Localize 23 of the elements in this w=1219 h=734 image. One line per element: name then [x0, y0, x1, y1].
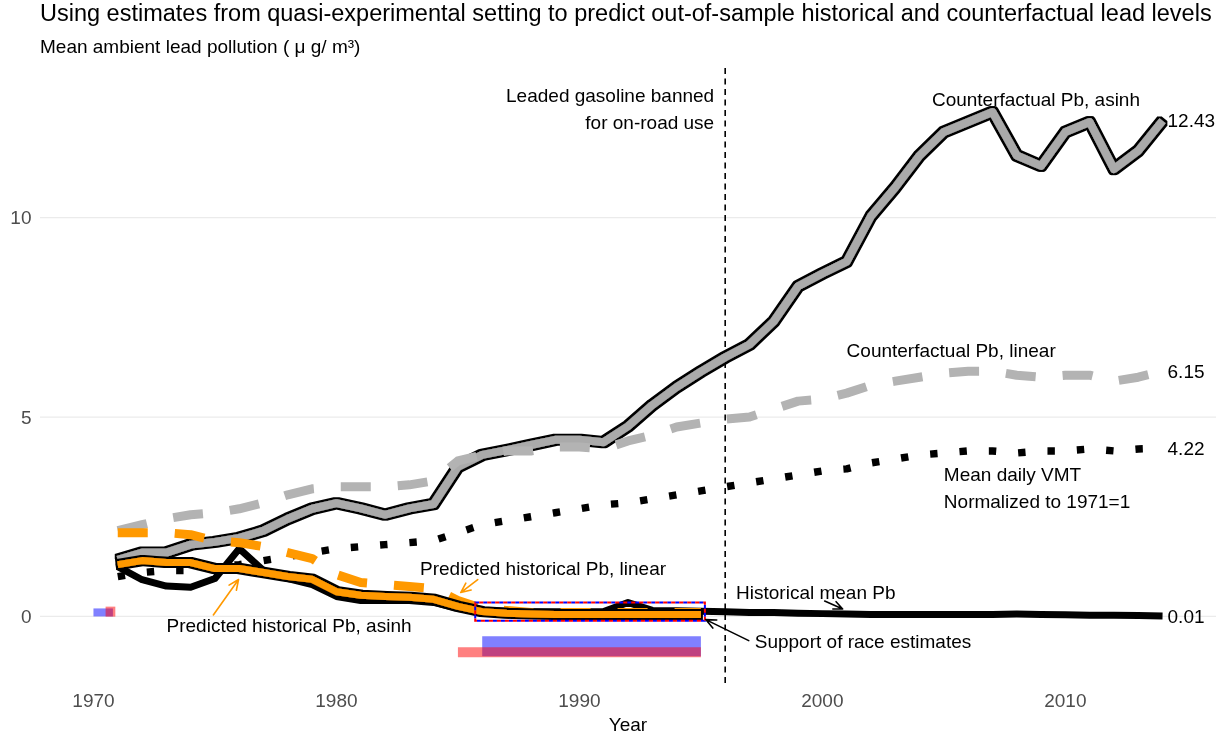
- legend-label: Predicted historical Pb, asinh: [166, 615, 412, 637]
- y-tick-label: 5: [20, 406, 32, 428]
- series-label: Counterfactual Pb, asinh: [931, 89, 1140, 111]
- series-label: Predicted historical Pb, linear: [420, 557, 667, 579]
- data-label: 4.22: [1167, 437, 1205, 459]
- x-tick-label: 1980: [315, 690, 358, 712]
- series-label: Mean daily VMT Normalized to 1971=1: [943, 463, 1131, 512]
- chart-title: Using estimates from quasi-experimental setting to predict out-of-sample historical and counterfactual lead levels: [40, 0, 1212, 27]
- x-axis-title: Year: [608, 714, 648, 734]
- x-tick-label: 1970: [72, 690, 115, 712]
- data-label: 6.15: [1167, 360, 1205, 382]
- x-tick-label: 2000: [801, 690, 844, 712]
- ref-line-label: Leaded gasoline banned for on-road use: [506, 84, 715, 133]
- y-tick-label: 10: [10, 207, 32, 229]
- chart-subtitle: Mean ambient lead pollution ( μ g/ m³): [40, 35, 361, 58]
- series-label: Historical mean Pb: [736, 581, 896, 603]
- data-label: 12.43: [1167, 110, 1216, 132]
- x-tick-label: 2010: [1044, 690, 1087, 712]
- data-label: 0.01: [1167, 605, 1205, 627]
- y-tick-label: 0: [20, 606, 32, 628]
- annotation: Support of race estimates: [754, 630, 972, 652]
- x-tick-label: 1990: [558, 690, 601, 712]
- series-label: Counterfactual Pb, linear: [846, 339, 1057, 361]
